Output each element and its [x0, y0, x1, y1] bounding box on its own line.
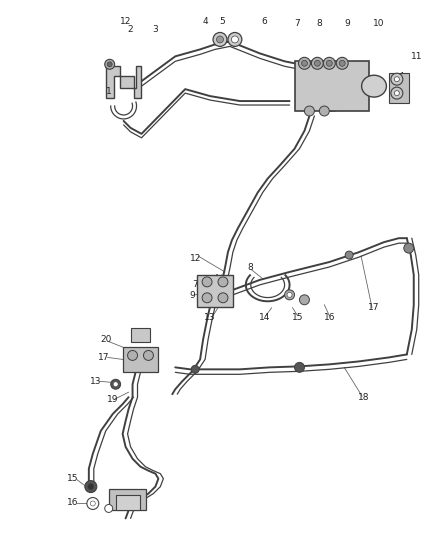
Circle shape [218, 277, 228, 287]
Text: 11: 11 [411, 52, 423, 61]
Circle shape [394, 77, 399, 82]
Circle shape [391, 73, 403, 85]
Bar [197, 275, 233, 307]
Circle shape [231, 36, 238, 43]
Text: 19: 19 [107, 394, 118, 403]
Circle shape [394, 91, 399, 95]
Circle shape [294, 362, 304, 373]
Text: 15: 15 [67, 474, 79, 483]
Circle shape [300, 295, 309, 305]
Circle shape [191, 365, 199, 373]
Text: 4: 4 [202, 17, 208, 26]
Circle shape [90, 501, 95, 506]
Text: 16: 16 [324, 313, 335, 322]
Circle shape [404, 243, 414, 253]
Text: 5: 5 [219, 17, 225, 26]
Text: 17: 17 [98, 353, 110, 362]
Text: 9: 9 [189, 292, 195, 300]
Circle shape [298, 58, 311, 69]
Circle shape [391, 87, 403, 99]
Text: 6: 6 [262, 17, 268, 26]
Circle shape [107, 62, 112, 67]
Bar [109, 489, 146, 511]
Circle shape [202, 293, 212, 303]
Text: 4: 4 [398, 72, 403, 80]
Circle shape [314, 60, 320, 66]
Circle shape [285, 290, 294, 300]
Text: 18: 18 [358, 393, 370, 402]
Circle shape [213, 33, 227, 46]
Circle shape [87, 497, 99, 510]
Circle shape [319, 106, 329, 116]
Circle shape [144, 351, 153, 360]
Text: 7: 7 [192, 280, 198, 289]
Text: 9: 9 [344, 19, 350, 28]
Text: 12: 12 [190, 254, 201, 263]
Circle shape [111, 379, 120, 389]
Circle shape [202, 277, 212, 287]
Text: 15: 15 [292, 313, 303, 322]
Text: 2: 2 [128, 25, 134, 34]
Circle shape [336, 58, 348, 69]
Bar [389, 73, 409, 103]
Circle shape [339, 60, 345, 66]
Text: 10: 10 [373, 19, 385, 28]
Bar [294, 61, 369, 111]
Circle shape [304, 106, 314, 116]
Text: 3: 3 [152, 25, 158, 34]
Circle shape [345, 251, 353, 259]
Circle shape [287, 292, 292, 297]
Circle shape [113, 382, 118, 387]
Text: 5: 5 [398, 87, 403, 95]
Bar [116, 495, 140, 511]
Ellipse shape [300, 71, 359, 111]
Text: 20: 20 [100, 335, 111, 344]
Text: 7: 7 [295, 19, 300, 28]
Circle shape [228, 33, 242, 46]
Circle shape [311, 58, 323, 69]
Circle shape [323, 58, 335, 69]
Circle shape [88, 483, 94, 490]
Text: 8: 8 [247, 263, 253, 272]
Ellipse shape [362, 75, 386, 97]
Circle shape [301, 60, 307, 66]
Circle shape [216, 36, 223, 43]
Text: 1: 1 [106, 87, 112, 95]
Circle shape [218, 293, 228, 303]
Text: 13: 13 [90, 377, 102, 386]
Bar [131, 328, 150, 342]
Circle shape [326, 60, 332, 66]
Text: 16: 16 [67, 498, 79, 507]
Text: 13: 13 [204, 313, 216, 322]
Text: 14: 14 [259, 313, 270, 322]
Polygon shape [106, 66, 141, 98]
Text: 12: 12 [120, 17, 131, 26]
Circle shape [105, 504, 113, 512]
Text: 8: 8 [317, 19, 322, 28]
Circle shape [127, 351, 138, 360]
Text: 17: 17 [368, 303, 380, 312]
Bar [123, 348, 159, 373]
Circle shape [105, 59, 115, 69]
Circle shape [85, 481, 97, 492]
